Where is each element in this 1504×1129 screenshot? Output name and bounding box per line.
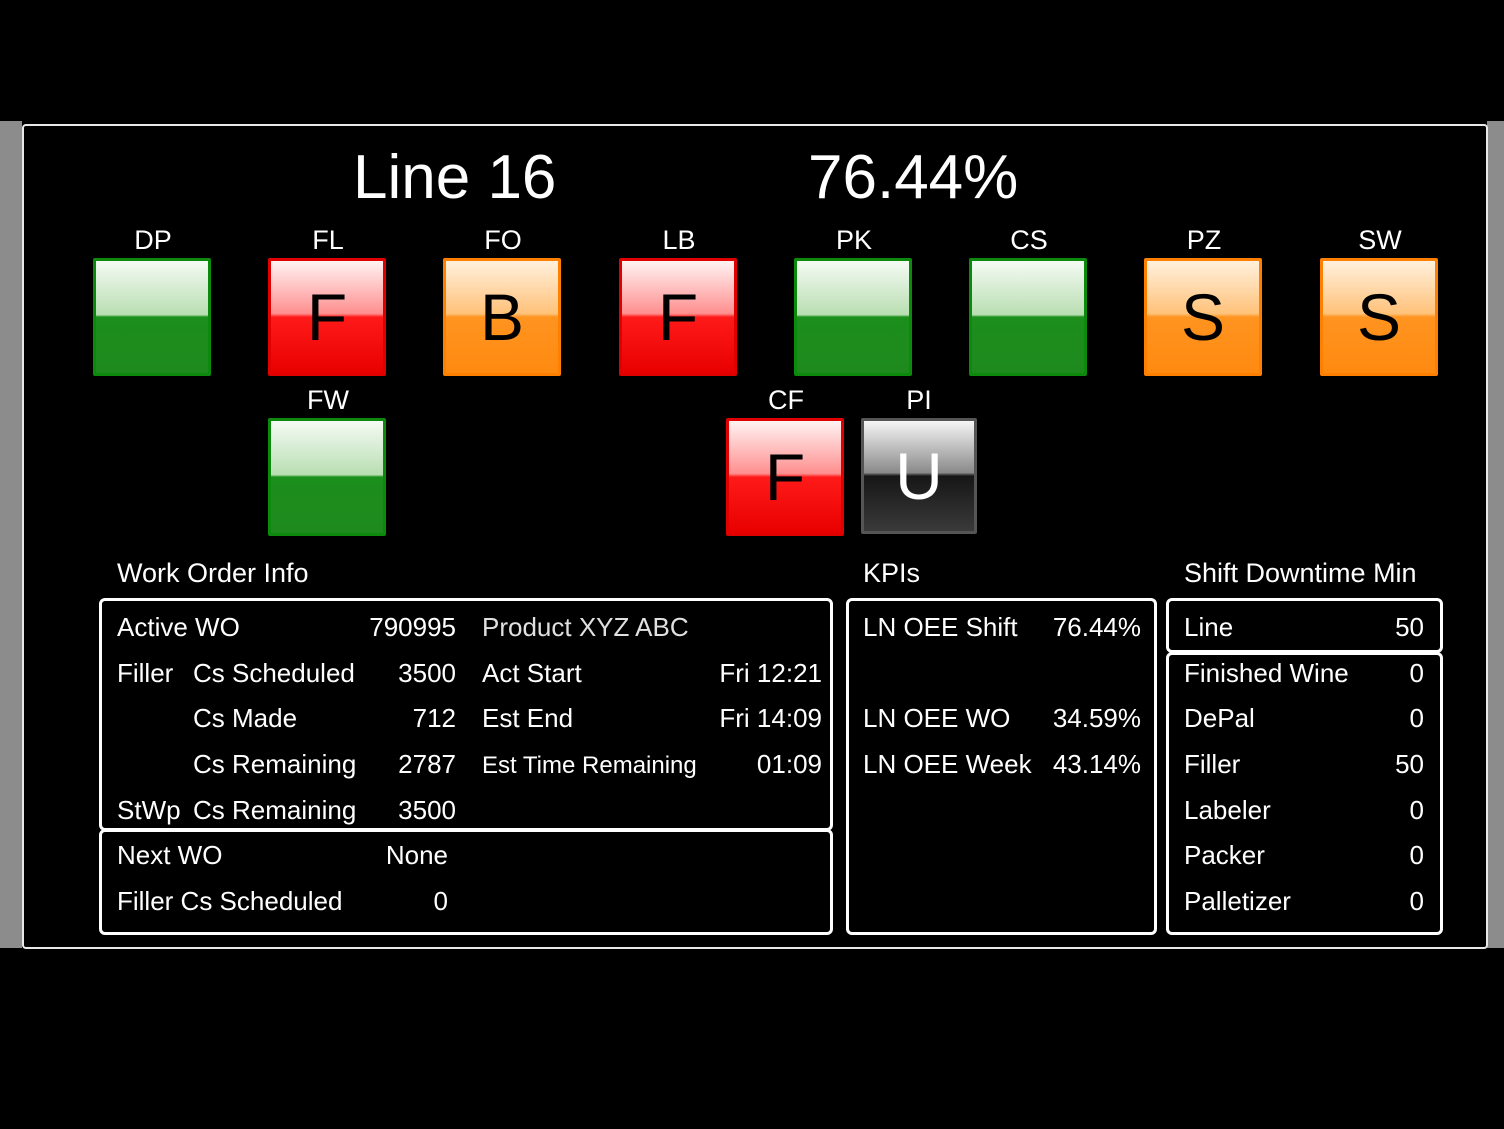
station-tile[interactable]: U bbox=[861, 418, 977, 534]
downtime-label: DePal bbox=[1184, 703, 1255, 733]
station-label: FL bbox=[312, 225, 344, 255]
kpi-label: LN OEE WO bbox=[863, 703, 1011, 733]
cs-made-label: Cs Made bbox=[193, 703, 298, 733]
downtime-label: Packer bbox=[1184, 840, 1265, 870]
station-letter: B bbox=[479, 280, 525, 354]
station-label: PZ bbox=[1186, 225, 1222, 255]
downtime-label: Filler bbox=[1184, 749, 1241, 779]
next-wo-label: Next WO bbox=[117, 840, 223, 870]
station-tile[interactable] bbox=[268, 418, 386, 536]
downtime-heading: Shift Downtime Min bbox=[1184, 558, 1417, 588]
kpi-label: LN OEE Shift bbox=[863, 612, 1018, 642]
downtime-value: 0 bbox=[1409, 886, 1424, 916]
left-edge-bar bbox=[0, 121, 22, 948]
act-start-label: Act Start bbox=[482, 658, 582, 688]
downtime-value: 0 bbox=[1409, 795, 1424, 825]
kpi-value: 43.14% bbox=[1052, 749, 1141, 779]
act-start-value: Fri 12:21 bbox=[719, 658, 822, 688]
next-wo-box bbox=[99, 829, 833, 935]
active-wo-label: Active WO bbox=[117, 612, 240, 642]
station-label: FW bbox=[307, 385, 349, 415]
station-letter: S bbox=[1356, 280, 1402, 354]
station-label: CS bbox=[1010, 225, 1048, 255]
est-end-label: Est End bbox=[482, 703, 574, 733]
downtime-label: Finished Wine bbox=[1184, 658, 1349, 688]
cs-scheduled-value: 3500 bbox=[398, 658, 456, 688]
next-wo-value: None bbox=[385, 840, 448, 870]
station-tile[interactable]: F bbox=[268, 258, 386, 376]
station-tile[interactable]: F bbox=[726, 418, 844, 536]
stwp-label: StWp bbox=[117, 795, 181, 825]
station-label: PK bbox=[835, 225, 873, 255]
station-tile[interactable] bbox=[93, 258, 211, 376]
station-label: PI bbox=[906, 385, 932, 415]
station-tile[interactable]: S bbox=[1144, 258, 1262, 376]
cs-made-value: 712 bbox=[412, 703, 456, 733]
line-downtime-label: Line bbox=[1184, 612, 1234, 642]
station-tile[interactable]: F bbox=[619, 258, 737, 376]
cs-scheduled-label: Cs Scheduled bbox=[193, 658, 355, 688]
downtime-label: Labeler bbox=[1184, 795, 1271, 825]
next-filler-cs-scheduled-value: 0 bbox=[433, 886, 448, 916]
est-time-remaining-label: Est Time Remaining bbox=[482, 752, 697, 779]
est-time-remaining-value: 01:09 bbox=[756, 749, 822, 779]
downtime-value: 0 bbox=[1409, 840, 1424, 870]
stwp-cs-remaining-value: 3500 bbox=[398, 795, 456, 825]
kpi-value: 76.44% bbox=[1052, 612, 1141, 642]
station-letter: S bbox=[1180, 280, 1226, 354]
filler-label: Filler bbox=[117, 658, 174, 688]
station-tile[interactable] bbox=[969, 258, 1087, 376]
station-label: CF bbox=[768, 385, 804, 415]
downtime-label: Palletizer bbox=[1184, 886, 1291, 916]
kpi-label: LN OEE Week bbox=[863, 749, 1032, 779]
station-letter: F bbox=[764, 440, 806, 514]
downtime-value: 50 bbox=[1395, 749, 1424, 779]
line-oee-percent: 76.44% bbox=[808, 143, 1019, 212]
downtime-value: 0 bbox=[1409, 658, 1424, 688]
kpis-box bbox=[846, 598, 1157, 935]
station-letter: F bbox=[306, 280, 348, 354]
right-edge-bar bbox=[1487, 121, 1504, 948]
downtime-value: 0 bbox=[1409, 703, 1424, 733]
station-label: SW bbox=[1358, 225, 1402, 255]
cs-remaining-label: Cs Remaining bbox=[193, 749, 357, 779]
station-tile[interactable] bbox=[794, 258, 912, 376]
line-downtime-box bbox=[1166, 598, 1443, 653]
station-label: LB bbox=[662, 225, 696, 255]
est-end-value: Fri 14:09 bbox=[719, 703, 822, 733]
station-letter: U bbox=[895, 439, 943, 513]
product-name: Product XYZ ABC bbox=[482, 612, 689, 642]
stwp-cs-remaining-label: Cs Remaining bbox=[193, 795, 357, 825]
kpi-value: 34.59% bbox=[1052, 703, 1141, 733]
station-label: DP bbox=[134, 225, 172, 255]
station-letter: F bbox=[657, 280, 699, 354]
station-tile[interactable]: S bbox=[1320, 258, 1438, 376]
kpis-heading: KPIs bbox=[863, 558, 921, 588]
station-downtime-box bbox=[1166, 652, 1443, 935]
next-filler-cs-scheduled-label: Filler Cs Scheduled bbox=[117, 886, 343, 916]
work-order-heading: Work Order Info bbox=[117, 558, 309, 588]
cs-remaining-value: 2787 bbox=[398, 749, 456, 779]
line-title: Line 16 bbox=[353, 143, 557, 212]
line-downtime-value: 50 bbox=[1395, 612, 1424, 642]
station-tile[interactable]: B bbox=[443, 258, 561, 376]
station-label: FO bbox=[484, 225, 522, 255]
active-wo-value: 790995 bbox=[369, 612, 456, 642]
